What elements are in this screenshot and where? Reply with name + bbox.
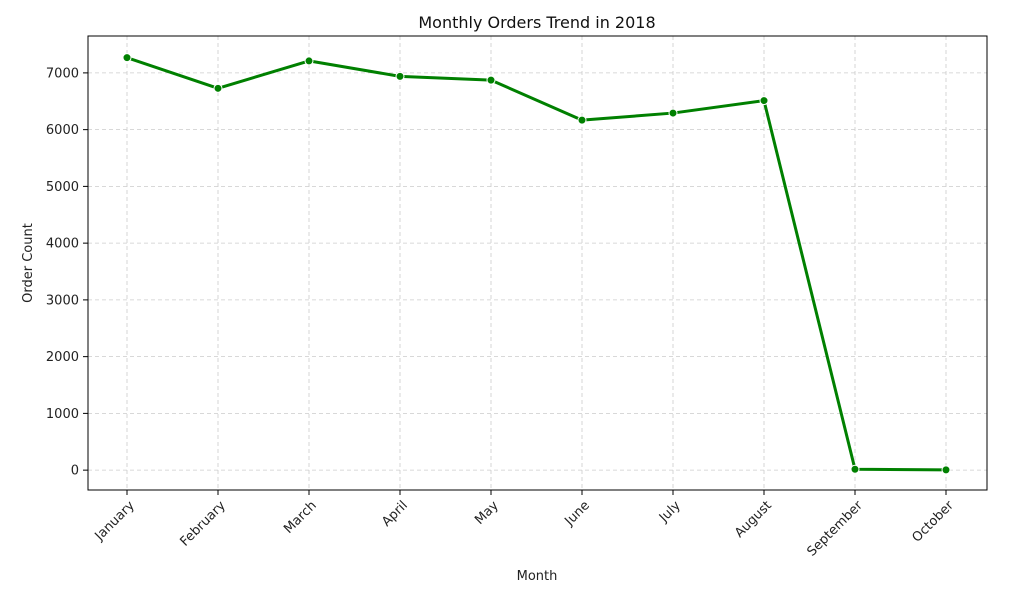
data-point (941, 465, 951, 475)
data-point (850, 464, 860, 474)
y-tick-label: 2000 (46, 350, 79, 365)
x-tick-label: June (561, 498, 592, 529)
plot-area (87, 35, 988, 491)
y-tick-label: 7000 (46, 66, 79, 81)
x-axis-ticks: January February March April May June July Augu… (92, 490, 957, 560)
data-point (759, 96, 769, 106)
x-tick-label: February (177, 498, 229, 550)
y-axis-label: Order Count (21, 223, 36, 303)
data-point (486, 75, 496, 85)
x-tick-label: January (92, 498, 138, 544)
x-axis-label: Month (517, 569, 558, 584)
y-tick-label: 5000 (46, 180, 79, 195)
chart-title: Monthly Orders Trend in 2018 (418, 13, 655, 32)
data-point (122, 53, 132, 63)
data-point (577, 115, 587, 125)
series-group (122, 53, 951, 475)
y-tick-label: 6000 (46, 123, 79, 138)
y-tick-label: 0 (71, 464, 79, 479)
x-tick-label: October (909, 498, 957, 546)
y-axis-ticks: 0 1000 2000 3000 4000 5000 6000 7000 (46, 66, 88, 479)
x-tick-label: September (804, 498, 866, 560)
x-tick-label: August (732, 498, 775, 541)
y-tick-label: 4000 (46, 237, 79, 252)
x-tick-label: March (281, 498, 320, 537)
y-tick-label: 3000 (46, 293, 79, 308)
data-point (395, 71, 405, 81)
x-tick-label: July (656, 498, 684, 526)
x-tick-label: May (472, 498, 502, 528)
y-tick-label: 1000 (46, 407, 79, 422)
series-line (125, 56, 948, 472)
x-tick-label: April (379, 498, 411, 530)
data-point (668, 108, 678, 118)
data-point (213, 83, 223, 93)
data-point (304, 56, 314, 66)
grid (88, 36, 987, 490)
